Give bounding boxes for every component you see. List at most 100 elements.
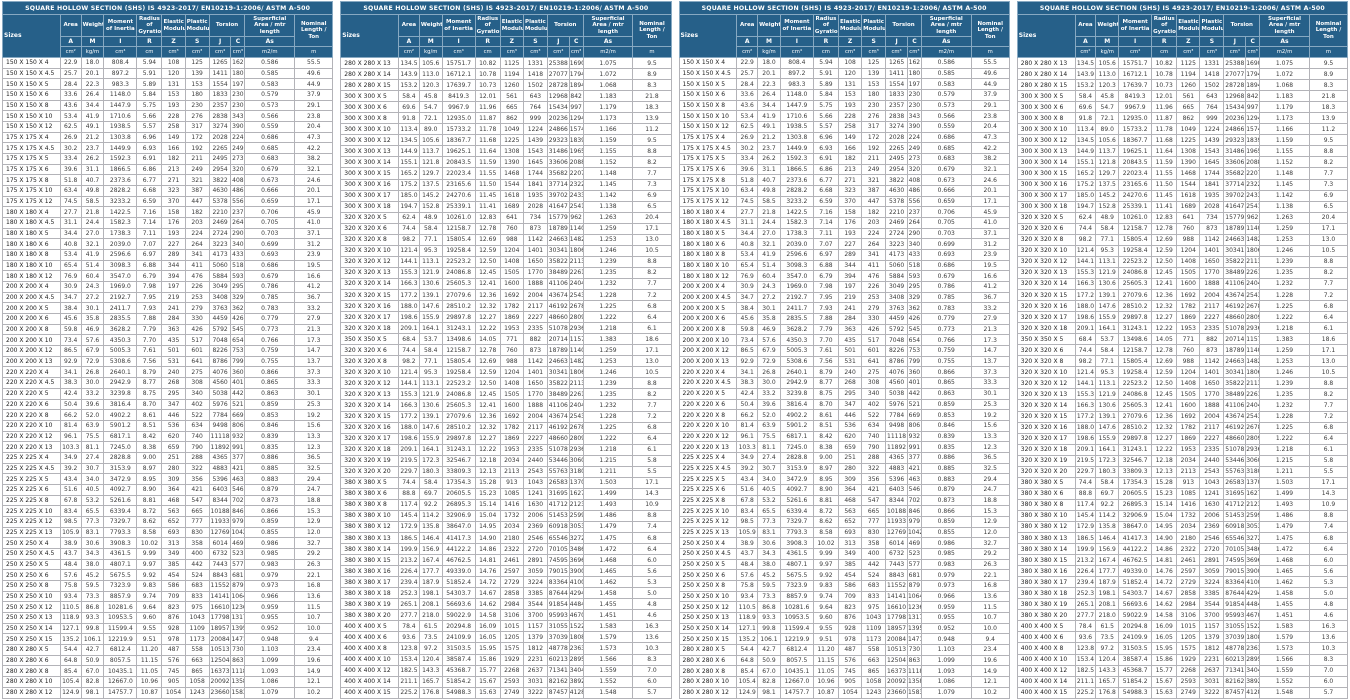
value-cell: 659 <box>161 441 186 453</box>
value-cell: 2404 <box>1245 399 1261 412</box>
value-cell: 120.4 <box>1095 653 1120 666</box>
value-cell: 2322 <box>1245 178 1261 191</box>
unit-cell: cm² <box>736 46 759 58</box>
value-cell: 2640.1 <box>103 366 138 379</box>
value-cell: 962 <box>568 211 584 224</box>
value-cell: 2942.9 <box>103 377 138 389</box>
table-row: 250 X 250 X 13 118.9 93.3 10953.5 9.60 876 104… <box>2 611 334 624</box>
value-cell: 16610 <box>208 601 232 613</box>
column-header: Nominal Length / Ton <box>632 14 672 47</box>
value-cell: 897.2 <box>103 67 138 80</box>
size-cell: 280 X 280 X 10 <box>2 675 61 688</box>
value-cell: 524 <box>861 569 887 581</box>
value-cell: 11933 <box>208 515 232 528</box>
value-cell: 38489 <box>1223 388 1247 401</box>
value-cell: 8.97 <box>136 462 163 475</box>
value-cell: 6.79 <box>136 270 163 283</box>
value-cell: 23.7 <box>757 142 781 155</box>
value-cell: 2599 <box>1245 509 1261 522</box>
size-cell: 320 X 320 X 14 <box>1016 277 1076 290</box>
value-cell: 10261.0 <box>441 211 476 224</box>
value-cell: 25605.3 <box>441 277 476 290</box>
value-cell: 442 <box>230 387 246 400</box>
table-row: 280 X 280 X 10 105.4 82.8 12667.0 10.96 905 10… <box>678 675 1010 688</box>
value-cell: 113.1 <box>1095 377 1120 390</box>
value-cell: 15.3 <box>970 505 1010 517</box>
value-cell: 31.1 <box>736 217 759 229</box>
size-cell: 380 X 380 X 18 <box>340 587 400 600</box>
value-cell: 20.1 <box>970 185 1010 197</box>
value-cell: 14.72 <box>474 576 501 589</box>
value-cell: 0.879 <box>920 483 972 496</box>
value-cell: 31055 <box>1223 620 1247 633</box>
value-cell: 8.75 <box>136 387 163 400</box>
value-cell: 182.5 <box>1074 664 1097 677</box>
value-cell: 53.7 <box>1095 333 1120 346</box>
table-row: 380 X 380 X 8 117.4 92.2 26895.3 15.14 1416 16… <box>1016 498 1349 511</box>
value-cell: 88.8 <box>1074 487 1097 500</box>
column-header: Radius of Gyration <box>474 14 501 37</box>
value-cell: 279 <box>861 302 887 315</box>
value-cell: 53446 <box>1223 454 1247 467</box>
value-cell: 1650 <box>1199 255 1225 268</box>
value-cell: 27.2 <box>757 291 781 304</box>
size-cell: 225 X 225 X 4.5 <box>678 462 738 475</box>
size-cell: 380 X 380 X 6 <box>1016 487 1076 500</box>
value-cell: 7.16 <box>812 206 839 219</box>
value-cell: 172.9 <box>1074 520 1097 534</box>
value-cell: 12769 <box>208 526 232 539</box>
shs-table: SQUARE HOLLOW SECTION (SHS) IS 4923-2017… <box>340 1 672 700</box>
value-cell: 1.455 <box>582 598 634 611</box>
value-cell: 124.9 <box>59 686 82 700</box>
value-cell: 1.259 <box>582 222 634 235</box>
value-cell: 135.8 <box>1095 520 1120 534</box>
table-row: 220 X 220 X 12 96.1 75.5 6817.1 8.42 620 740 11… <box>2 430 334 443</box>
value-cell: 6014 <box>208 537 232 549</box>
value-cell: 0.883 <box>920 473 972 485</box>
value-cell: 105.4 <box>736 675 759 688</box>
value-cell: 1140 <box>1245 344 1261 357</box>
value-cell: 5.8 <box>632 454 672 467</box>
value-cell: 1744 <box>522 167 548 180</box>
value-cell: 30.7 <box>757 462 781 475</box>
value-cell: 86.8 <box>757 601 781 613</box>
value-cell: 0.885 <box>920 462 972 475</box>
value-cell: 24.7 <box>294 483 334 496</box>
value-cell: 14.81 <box>1151 554 1178 567</box>
value-cell: 166.3 <box>398 399 420 412</box>
value-cell: 1.075 <box>1259 56 1310 70</box>
value-cell: 43674 <box>546 288 570 302</box>
value-cell: 8.79 <box>136 366 163 379</box>
value-cell: 313 <box>837 537 863 549</box>
value-cell: 93.4 <box>59 590 82 603</box>
table-row: 220 X 220 X 8 66.2 52.0 4902.2 8.61 446 522 778… <box>678 409 1010 421</box>
size-cell: 180 X 180 X 8 <box>2 249 61 261</box>
value-cell: 152.8 <box>418 200 443 213</box>
value-cell: 411 <box>184 259 210 272</box>
value-cell: 3404 <box>568 664 584 677</box>
value-cell: 14.05 <box>1151 333 1178 346</box>
value-cell: 30.9 <box>736 281 759 293</box>
value-cell: 6.1 <box>632 322 672 335</box>
value-cell: 6.86 <box>812 163 839 176</box>
value-cell: 5.75 <box>812 99 839 112</box>
value-cell: 8.2 <box>632 266 672 279</box>
value-cell: 873 <box>1199 344 1225 357</box>
value-cell: 65546 <box>1223 532 1247 545</box>
value-cell: 27.9 <box>294 313 334 325</box>
value-cell: 15.6 <box>970 419 1010 432</box>
value-cell: 45.8 <box>418 90 443 103</box>
value-cell: 1358 <box>230 675 246 688</box>
value-cell: 65.5 <box>80 505 105 517</box>
value-cell: 30341 <box>1223 366 1247 379</box>
value-cell: 11.05 <box>136 665 163 677</box>
value-cell: 3222 <box>522 686 548 700</box>
size-cell: 200 X 200 X 8 <box>2 323 61 336</box>
value-cell: 4350.3 <box>103 334 138 347</box>
symbol-cell: J <box>208 36 232 47</box>
value-cell: 180.3 <box>1095 465 1120 478</box>
value-cell: 43.7 <box>59 547 82 560</box>
value-cell: 51078 <box>1223 443 1247 456</box>
value-cell: 385 <box>161 558 186 571</box>
value-cell: 144.1 <box>398 377 420 390</box>
